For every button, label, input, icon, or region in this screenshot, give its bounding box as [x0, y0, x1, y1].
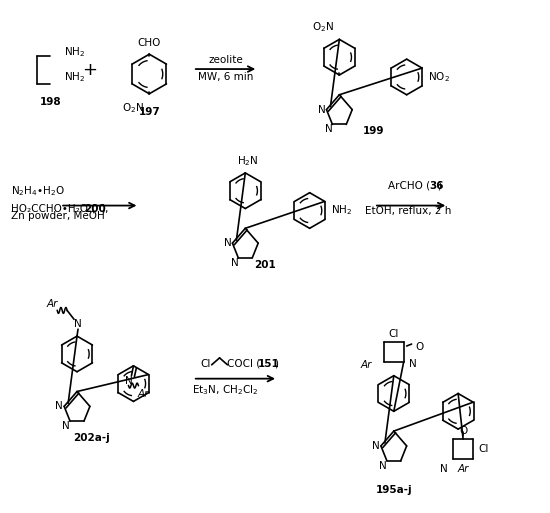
Text: N: N — [324, 124, 332, 134]
Text: N: N — [56, 401, 63, 411]
Text: N: N — [409, 359, 416, 369]
Text: O: O — [416, 342, 424, 352]
Text: N$_2$H$_4$•H$_2$O: N$_2$H$_4$•H$_2$O — [10, 184, 65, 198]
Text: NO$_2$: NO$_2$ — [428, 70, 450, 84]
Text: COCl (: COCl ( — [228, 359, 261, 369]
Text: O$_2$N: O$_2$N — [312, 21, 334, 34]
Text: +: + — [82, 61, 97, 79]
Text: Cl: Cl — [389, 329, 399, 339]
Text: N: N — [62, 421, 70, 431]
Text: N: N — [224, 238, 232, 248]
Text: 200: 200 — [84, 204, 106, 213]
Text: O: O — [459, 426, 467, 436]
Text: 199: 199 — [363, 126, 385, 136]
Text: Et$_3$N, CH$_2$Cl$_2$: Et$_3$N, CH$_2$Cl$_2$ — [192, 384, 258, 398]
Text: ): ) — [274, 359, 278, 369]
Text: 202a-j: 202a-j — [74, 433, 110, 443]
Text: 201: 201 — [254, 260, 276, 270]
Text: N: N — [125, 376, 133, 386]
Text: EtOH, reflux, 2 h: EtOH, reflux, 2 h — [365, 206, 452, 215]
Text: 36: 36 — [430, 181, 444, 191]
Text: Cl: Cl — [478, 444, 488, 454]
Text: CHO: CHO — [138, 38, 161, 48]
Text: 151: 151 — [258, 359, 280, 369]
Text: H$_2$N: H$_2$N — [238, 154, 259, 168]
Text: HO₂CCHO•H₂O (: HO₂CCHO•H₂O ( — [10, 204, 95, 213]
Text: Ar: Ar — [361, 360, 372, 370]
Text: MW, 6 min: MW, 6 min — [198, 72, 253, 82]
Text: N: N — [441, 464, 448, 473]
Text: N: N — [372, 441, 380, 451]
Text: N: N — [74, 319, 82, 329]
Text: Ar: Ar — [138, 388, 149, 399]
Text: Ar: Ar — [458, 464, 469, 473]
Text: zeolite: zeolite — [208, 55, 243, 65]
Text: NH$_2$: NH$_2$ — [64, 70, 85, 84]
Text: N: N — [379, 461, 387, 471]
Text: NH$_2$: NH$_2$ — [332, 204, 353, 218]
Text: 195a-j: 195a-j — [376, 485, 412, 496]
Text: ),: ), — [101, 204, 108, 213]
Text: Ar: Ar — [47, 300, 58, 309]
Text: Cl: Cl — [201, 359, 211, 369]
Text: N: N — [230, 258, 238, 268]
Text: ): ) — [437, 181, 441, 191]
Text: NH$_2$: NH$_2$ — [64, 45, 85, 59]
Text: O$_2$N: O$_2$N — [123, 101, 144, 114]
Text: N: N — [318, 105, 326, 114]
Text: 198: 198 — [40, 96, 61, 107]
Text: ArCHO (: ArCHO ( — [388, 181, 430, 191]
Text: 197: 197 — [139, 107, 160, 116]
Text: Zn powder, MeOH: Zn powder, MeOH — [10, 211, 105, 222]
